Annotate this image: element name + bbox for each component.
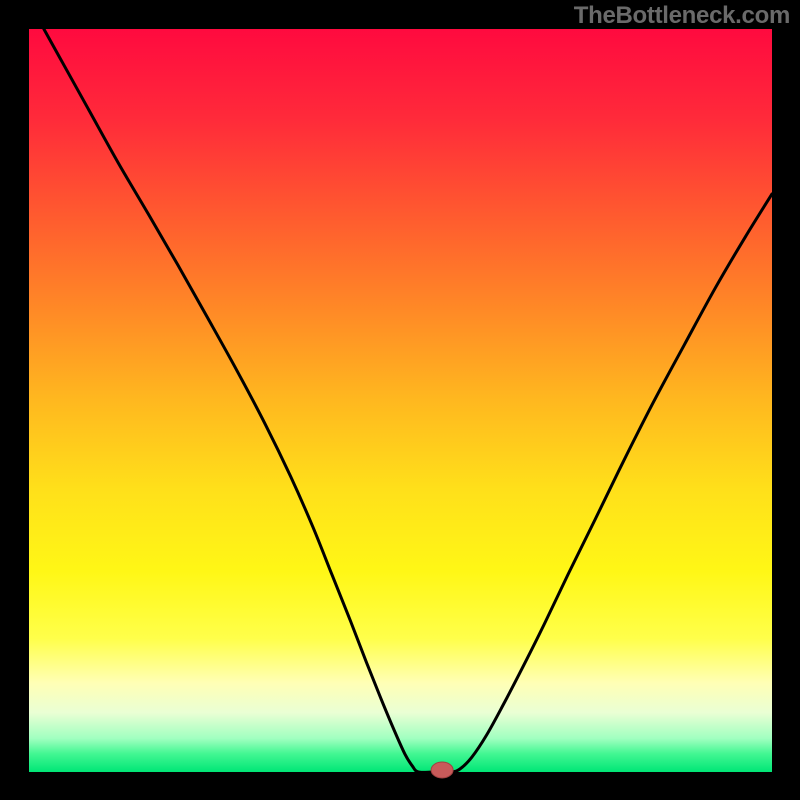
sweet-spot-marker bbox=[431, 762, 453, 778]
watermark-text: TheBottleneck.com bbox=[574, 2, 790, 30]
bottleneck-chart bbox=[0, 0, 800, 800]
plot-background bbox=[29, 29, 772, 772]
